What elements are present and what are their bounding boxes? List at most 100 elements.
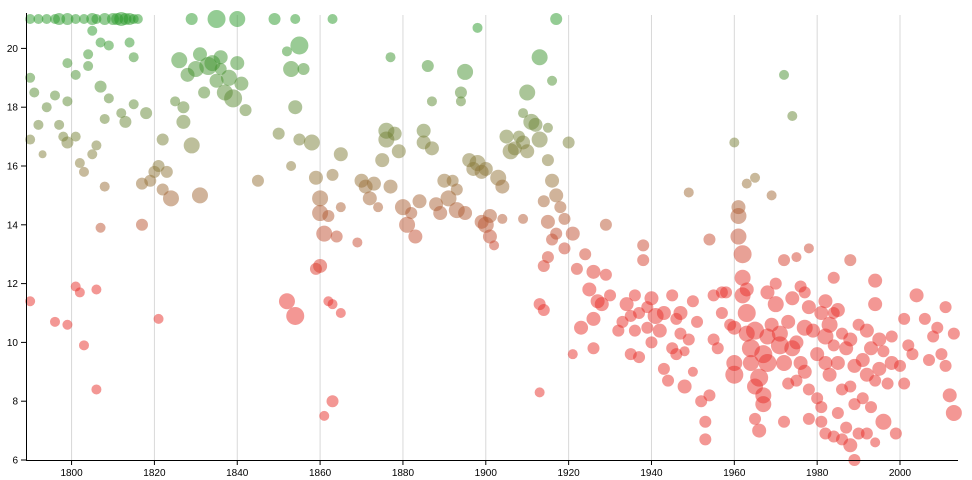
data-point bbox=[942, 388, 957, 403]
data-point bbox=[160, 165, 173, 178]
x-tick-label: 1980 bbox=[806, 468, 829, 479]
data-point bbox=[864, 341, 879, 356]
data-point bbox=[726, 354, 743, 371]
data-point bbox=[906, 348, 919, 361]
data-point bbox=[791, 252, 802, 263]
data-point bbox=[662, 374, 675, 387]
data-point bbox=[128, 52, 139, 63]
data-point bbox=[637, 239, 650, 252]
data-point bbox=[565, 226, 580, 241]
data-point bbox=[707, 289, 720, 302]
data-point bbox=[83, 49, 94, 60]
data-point bbox=[91, 284, 102, 295]
data-point bbox=[457, 63, 474, 80]
data-point bbox=[362, 191, 377, 206]
data-point bbox=[766, 190, 777, 201]
data-point bbox=[830, 355, 845, 370]
data-point bbox=[229, 11, 246, 27]
data-point bbox=[313, 258, 328, 273]
data-point bbox=[62, 58, 73, 69]
data-point bbox=[599, 218, 612, 231]
data-point bbox=[128, 99, 139, 110]
data-point bbox=[177, 101, 190, 114]
data-point bbox=[176, 114, 191, 129]
data-point bbox=[87, 149, 98, 160]
data-point bbox=[78, 340, 89, 351]
data-point bbox=[579, 248, 592, 261]
data-point bbox=[604, 289, 617, 302]
data-point bbox=[703, 233, 716, 246]
data-point bbox=[286, 161, 297, 171]
data-point bbox=[458, 206, 473, 221]
data-point bbox=[633, 351, 646, 364]
data-point bbox=[752, 423, 767, 438]
data-point bbox=[373, 202, 384, 213]
data-point bbox=[742, 354, 759, 371]
data-point bbox=[29, 87, 40, 98]
data-point bbox=[703, 389, 716, 402]
data-point bbox=[652, 323, 667, 338]
data-point bbox=[821, 316, 838, 333]
data-point bbox=[683, 187, 694, 198]
data-point bbox=[531, 49, 548, 66]
data-point bbox=[769, 277, 782, 290]
data-point bbox=[472, 22, 483, 33]
data-point bbox=[38, 150, 47, 159]
data-point bbox=[230, 56, 245, 71]
x-tick-label: 1940 bbox=[640, 468, 663, 479]
data-point bbox=[198, 86, 211, 99]
data-point bbox=[619, 297, 634, 312]
x-tick-label: 1880 bbox=[392, 468, 415, 479]
data-point bbox=[935, 348, 948, 361]
data-point bbox=[450, 183, 463, 196]
data-point bbox=[495, 179, 510, 194]
x-tick-label: 1920 bbox=[558, 468, 581, 479]
data-point bbox=[408, 229, 423, 244]
data-point bbox=[810, 347, 825, 362]
data-point bbox=[815, 415, 828, 428]
data-point bbox=[727, 320, 742, 335]
data-point bbox=[519, 84, 536, 101]
data-point bbox=[33, 119, 44, 130]
data-point bbox=[41, 102, 52, 113]
data-point bbox=[750, 172, 761, 183]
data-point bbox=[41, 14, 52, 24]
x-tick-label: 2000 bbox=[889, 468, 912, 479]
data-point bbox=[303, 134, 320, 151]
data-point bbox=[558, 212, 571, 225]
data-point bbox=[852, 427, 865, 440]
data-point bbox=[308, 170, 323, 185]
data-point bbox=[711, 342, 724, 355]
data-point bbox=[25, 296, 36, 307]
data-point bbox=[616, 315, 629, 328]
data-point bbox=[537, 304, 550, 317]
y-tick-label: 20 bbox=[7, 44, 19, 55]
y-tick-label: 8 bbox=[12, 397, 18, 408]
data-point bbox=[482, 208, 497, 223]
x-tick-label: 1820 bbox=[143, 468, 166, 479]
data-point bbox=[482, 229, 497, 244]
data-point bbox=[822, 367, 837, 382]
data-point bbox=[171, 52, 188, 69]
data-point bbox=[803, 243, 814, 254]
data-point bbox=[251, 174, 264, 187]
data-point bbox=[528, 117, 543, 132]
data-point bbox=[433, 206, 448, 221]
data-point bbox=[554, 201, 567, 214]
data-point bbox=[53, 13, 66, 25]
data-point bbox=[192, 47, 207, 62]
data-point bbox=[185, 13, 198, 25]
data-point bbox=[894, 359, 907, 372]
data-point bbox=[628, 289, 641, 302]
data-point bbox=[679, 346, 690, 357]
data-point bbox=[859, 323, 874, 338]
data-point bbox=[49, 90, 60, 101]
data-point bbox=[327, 14, 338, 24]
data-point bbox=[286, 306, 305, 325]
data-point bbox=[25, 14, 36, 24]
data-point bbox=[78, 166, 89, 177]
data-point bbox=[135, 218, 148, 231]
data-point bbox=[207, 10, 226, 28]
data-point bbox=[885, 330, 898, 343]
data-point bbox=[725, 365, 744, 384]
